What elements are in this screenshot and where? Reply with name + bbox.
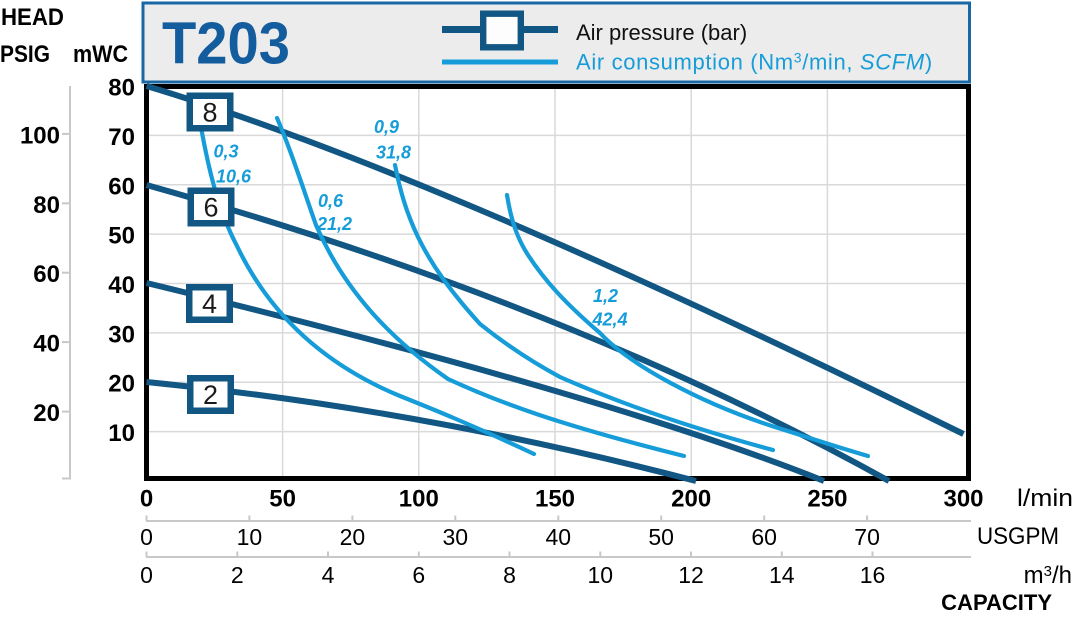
svg-text:14: 14 (769, 562, 795, 588)
svg-text:10: 10 (588, 562, 614, 588)
svg-text:40: 40 (108, 272, 135, 299)
svg-text:6: 6 (203, 193, 218, 223)
svg-text:60: 60 (33, 261, 60, 288)
svg-text:100: 100 (20, 122, 60, 149)
svg-text:12: 12 (678, 562, 704, 588)
svg-text:6: 6 (412, 562, 425, 588)
svg-text:200: 200 (671, 486, 711, 513)
svg-text:Air pressure (bar): Air pressure (bar) (576, 20, 747, 45)
svg-text:4: 4 (202, 289, 217, 319)
svg-text:60: 60 (108, 173, 135, 200)
svg-text:42,4: 42,4 (591, 310, 627, 330)
svg-text:60: 60 (751, 524, 777, 550)
svg-text:0: 0 (140, 524, 153, 550)
svg-text:8: 8 (503, 562, 516, 588)
svg-text:0,6: 0,6 (318, 191, 344, 211)
svg-text:250: 250 (807, 486, 847, 513)
svg-text:m3/h: m3/h (1024, 562, 1072, 589)
svg-text:HEAD: HEAD (1, 4, 64, 31)
svg-text:40: 40 (33, 331, 60, 358)
svg-text:30: 30 (443, 524, 469, 550)
svg-text:16: 16 (860, 562, 886, 588)
svg-text:2: 2 (203, 380, 218, 410)
svg-text:70: 70 (108, 124, 135, 151)
svg-text:30: 30 (108, 321, 135, 348)
svg-text:0,9: 0,9 (374, 117, 399, 137)
svg-text:31,8: 31,8 (376, 143, 411, 163)
svg-text:100: 100 (399, 486, 439, 513)
svg-text:0,3: 0,3 (213, 142, 238, 162)
svg-text:10: 10 (108, 420, 135, 447)
svg-text:PSIG: PSIG (0, 41, 50, 68)
svg-text:USGPM: USGPM (977, 523, 1059, 550)
svg-text:2: 2 (231, 562, 244, 588)
svg-text:10: 10 (237, 524, 263, 550)
svg-text:50: 50 (648, 524, 674, 550)
svg-text:20: 20 (108, 371, 135, 398)
svg-text:4: 4 (322, 562, 335, 588)
svg-text:50: 50 (269, 486, 296, 513)
svg-text:0: 0 (140, 486, 153, 513)
svg-text:l/min: l/min (1017, 485, 1073, 512)
svg-text:10,6: 10,6 (216, 167, 252, 187)
svg-text:0: 0 (140, 562, 153, 588)
svg-text:300: 300 (943, 486, 983, 513)
svg-text:50: 50 (108, 223, 135, 250)
svg-text:20: 20 (340, 524, 366, 550)
svg-text:150: 150 (535, 486, 575, 513)
svg-text:80: 80 (108, 75, 135, 102)
svg-text:8: 8 (202, 98, 217, 128)
svg-text:mWC: mWC (73, 41, 128, 68)
svg-text:20: 20 (33, 400, 60, 427)
svg-text:CAPACITY: CAPACITY (941, 590, 1052, 615)
svg-text:T203: T203 (162, 11, 290, 77)
svg-text:70: 70 (854, 524, 880, 550)
svg-text:40: 40 (546, 524, 572, 550)
svg-text:21,2: 21,2 (316, 214, 352, 234)
svg-text:1,2: 1,2 (593, 286, 618, 306)
svg-text:80: 80 (33, 192, 60, 219)
svg-text:Air consumption (Nm3/min, SCFM: Air consumption (Nm3/min, SCFM) (576, 50, 933, 75)
